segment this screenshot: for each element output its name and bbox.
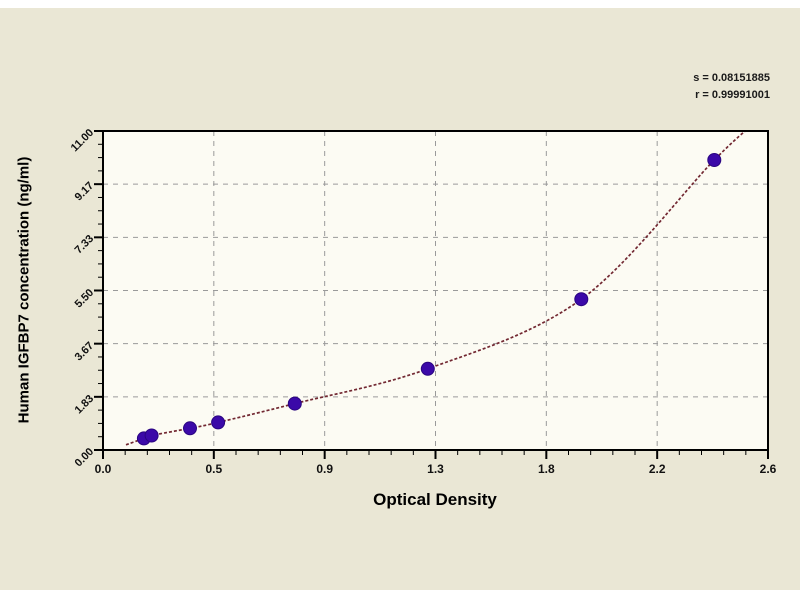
x-tick-label: 0.9 [316, 462, 334, 476]
x-axis-title: Optical Density [373, 490, 497, 509]
x-tick-label: 0.0 [94, 462, 112, 476]
x-tick-label: 1.3 [427, 462, 444, 476]
y-axis-title: Human IGFBP7 concentration (ng/ml) [15, 156, 33, 424]
x-tick-label: 0.5 [205, 462, 223, 476]
x-tick-label: 1.8 [537, 462, 555, 476]
x-tick-label: 2.6 [759, 462, 777, 476]
standard-curve-plot [94, 130, 769, 459]
stat-r-value: r = 0.99991001 [695, 89, 770, 101]
data-point [183, 421, 197, 436]
data-point [287, 396, 302, 411]
stat-s-value: s = 0.08151885 [693, 72, 770, 84]
chart-canvas: s = 0.08151885 r = 0.99991001 Human IGFB… [0, 8, 800, 590]
data-point [420, 361, 435, 376]
data-point [574, 292, 589, 307]
plot-border [102, 130, 769, 451]
data-point [144, 428, 159, 443]
data-point [211, 415, 226, 430]
x-tick-label: 2.2 [648, 462, 666, 476]
fit-curve [125, 131, 747, 446]
data-point [707, 153, 722, 167]
